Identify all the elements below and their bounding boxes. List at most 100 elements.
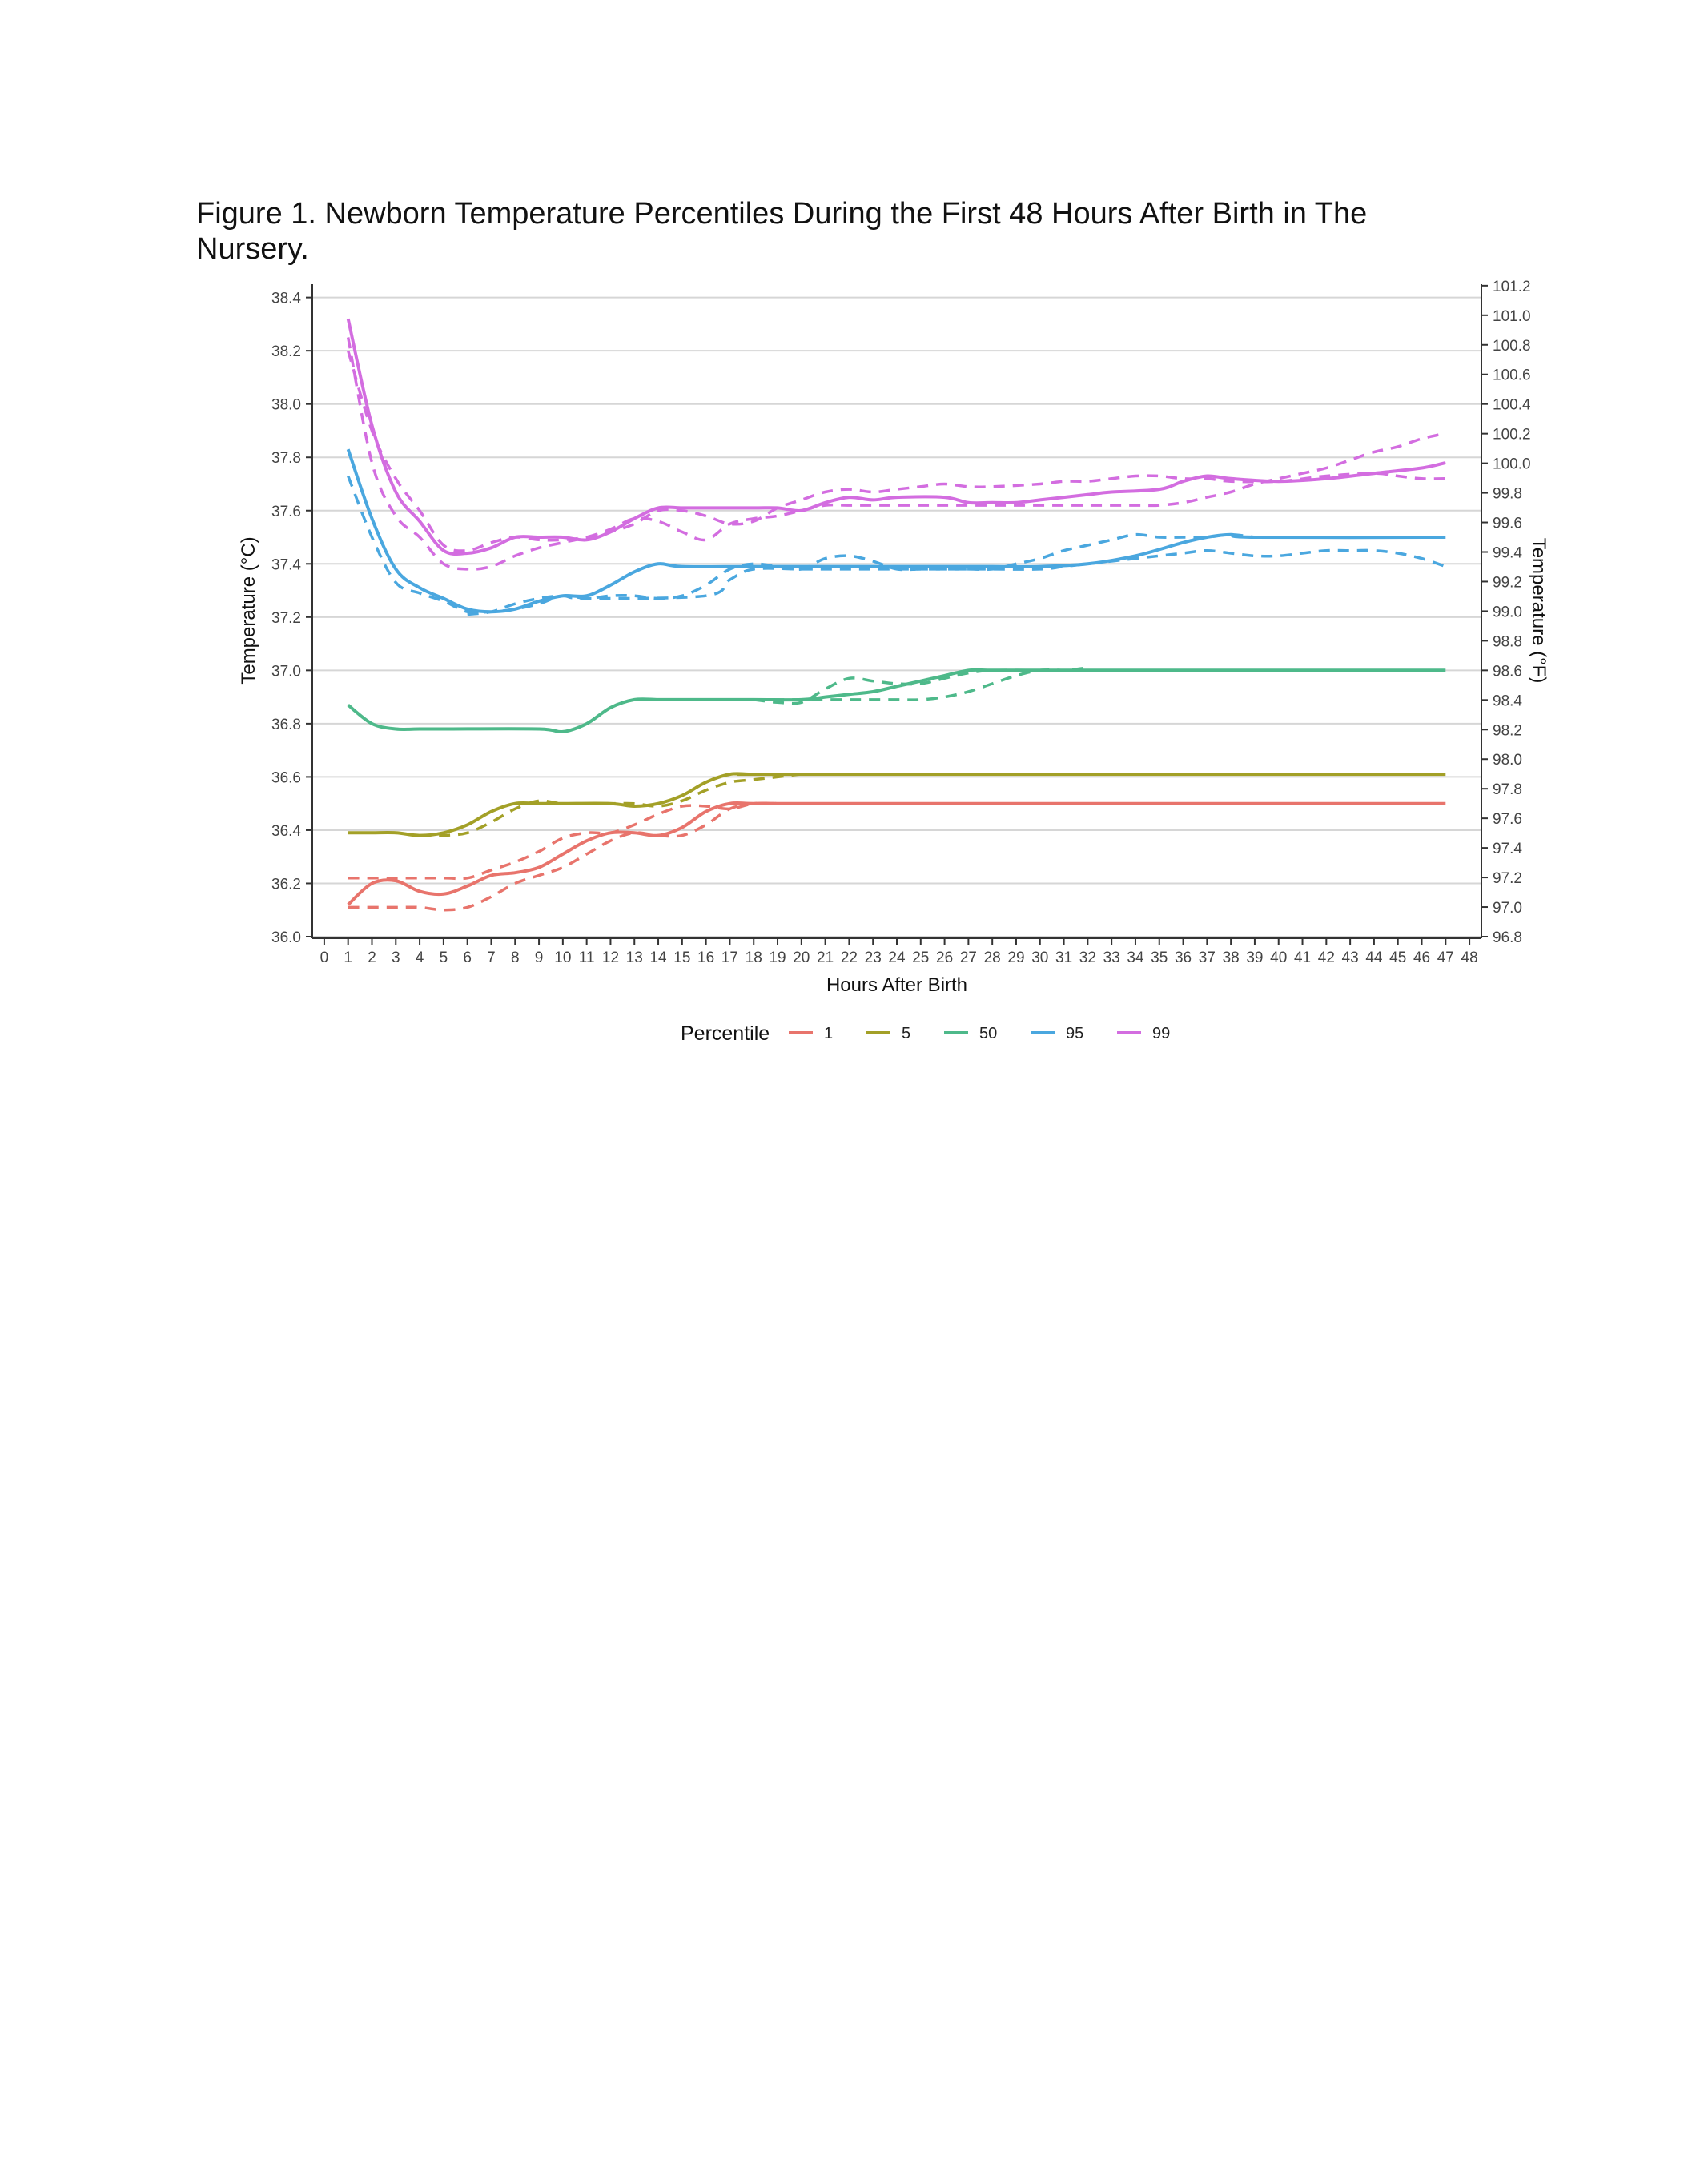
x-tick-label: 35 (1151, 949, 1168, 966)
gridlines (312, 296, 1481, 937)
x-tick-label: 44 (1365, 949, 1383, 966)
x-tick-label: 27 (960, 949, 977, 966)
x-tick-label: 12 (602, 949, 619, 966)
axes: 36.0 36.2 36.4 36.6 36.8 37.0 37.2 37.4 37.6 37.8… (238, 279, 1549, 996)
x-tick-label: 15 (673, 949, 690, 966)
x-tick-label: 28 (984, 949, 1001, 966)
y2-tick-label: 99.8 (1493, 486, 1522, 503)
x-tick-label: 2 (368, 949, 376, 966)
y-tick-label: 37.2 (271, 610, 301, 627)
x-tick-label: 46 (1413, 949, 1430, 966)
x-tick-label: 21 (817, 949, 834, 966)
x-tick-label: 26 (936, 949, 953, 966)
y2-tick-label: 98.4 (1493, 693, 1522, 709)
x-tick-label: 18 (746, 949, 762, 966)
y2-tick-label: 100.8 (1493, 338, 1531, 355)
y-tick-label: 38.2 (271, 343, 301, 360)
x-tick-label: 40 (1270, 949, 1287, 966)
x-tick-label: 1 (344, 949, 352, 966)
x-tick-label: 4 (416, 949, 424, 966)
y2-axis-title: Temperature (°F) (1528, 538, 1549, 684)
x-tick-label: 17 (721, 949, 738, 966)
x-tick-label: 6 (463, 949, 472, 966)
y-tick-label: 37.0 (271, 663, 301, 680)
x-tick-label: 22 (841, 949, 858, 966)
y2-tick-label: 98.0 (1493, 752, 1522, 769)
y2-tick-label: 98.6 (1493, 663, 1522, 680)
x-tick-label: 37 (1199, 949, 1216, 966)
figure-title: Figure 1. Newborn Temperature Percentile… (196, 197, 1368, 266)
x-tick-label: 32 (1079, 949, 1096, 966)
x-tick-label: 43 (1342, 949, 1359, 966)
y2-tick-label: 100.4 (1493, 397, 1531, 414)
y2-tick-label: 97.8 (1493, 781, 1522, 798)
y2-tick-label: 97.2 (1493, 870, 1522, 887)
y-tick-label: 37.4 (271, 556, 301, 573)
series-8-dashed-line (346, 337, 1446, 571)
x-tick-label: 33 (1103, 949, 1120, 966)
legend-title: Percentile (681, 1022, 770, 1045)
y2-tick-label: 97.0 (1493, 900, 1522, 917)
y-tick-label: 36.8 (271, 717, 301, 733)
y2-tick-label: 99.0 (1493, 604, 1522, 620)
y-axis-title: Temperature (°C) (238, 536, 259, 684)
series-6-dashed-line (467, 548, 1446, 616)
x-tick-label: 29 (1007, 949, 1024, 966)
series-5-dashed-line (347, 475, 1256, 615)
y2-tick-label: 101.0 (1493, 308, 1531, 325)
x-tick-label: 13 (626, 949, 643, 966)
legend: Percentile 1 5 50 95 99 (681, 1022, 1170, 1045)
x-tick-label: 34 (1127, 949, 1144, 966)
x-tick-label: 25 (912, 949, 929, 966)
x-tick-label: 45 (1389, 949, 1406, 966)
x-tick-label: 31 (1055, 949, 1072, 966)
x-axis-title: Hours After Birth (826, 974, 967, 996)
y2-tick-label: 100.2 (1493, 427, 1531, 444)
x-tick-label: 0 (320, 949, 329, 966)
y2-tick-label: 100.0 (1493, 456, 1531, 473)
series-0-solid-line (347, 801, 1446, 906)
x-tick-label: 41 (1294, 949, 1311, 966)
series-1-dashed-line (348, 801, 778, 912)
y2-tick-label: 99.2 (1493, 574, 1522, 591)
x-tick-label: 42 (1318, 949, 1335, 966)
y2-tick-label: 99.6 (1493, 516, 1522, 532)
x-tick-label: 10 (554, 949, 571, 966)
y2-tick-label: 96.8 (1493, 929, 1522, 946)
y-tick-label: 36.2 (271, 876, 301, 893)
y2-tick-label: 101.2 (1493, 279, 1531, 295)
y2-tick-label: 99.4 (1493, 545, 1522, 562)
x-tick-label: 24 (888, 949, 906, 966)
series-0-dashed-line (348, 801, 778, 881)
y2-tick-label: 98.8 (1493, 633, 1522, 650)
y2-tick-label: 98.2 (1493, 722, 1522, 739)
y-tick-label: 37.6 (271, 504, 301, 520)
x-tick-label: 20 (793, 949, 810, 966)
x-tick-label: 3 (392, 949, 400, 966)
x-tick-label: 8 (511, 949, 520, 966)
series-2-solid-line (348, 772, 1446, 837)
x-tick-label: 48 (1461, 949, 1478, 966)
y-tick-label: 36.0 (271, 929, 301, 946)
y-tick-label: 36.4 (271, 823, 301, 840)
x-tick-label: 39 (1246, 949, 1263, 966)
y2-tick-label: 97.6 (1493, 811, 1522, 828)
x-tick-label: 30 (1031, 949, 1048, 966)
series-lines (346, 318, 1446, 912)
y2-tick-label: 100.6 (1493, 367, 1531, 384)
x-tick-label: 38 (1223, 949, 1240, 966)
x-tick-label: 11 (579, 949, 595, 966)
y2-tick-label: 97.4 (1493, 841, 1522, 857)
legend-label-99: 99 (1152, 1025, 1170, 1042)
y-tick-label: 36.6 (271, 769, 301, 786)
legend-label-50: 50 (979, 1025, 997, 1042)
x-tick-label: 14 (649, 949, 667, 966)
x-tick-label: 19 (769, 949, 786, 966)
x-tick-label: 9 (535, 949, 544, 966)
series-2-dashed-line (420, 773, 826, 837)
y-tick-label: 38.4 (271, 291, 301, 307)
x-tick-label: 47 (1437, 949, 1454, 966)
x-tick-label: 23 (865, 949, 882, 966)
legend-label-5: 5 (902, 1025, 910, 1042)
